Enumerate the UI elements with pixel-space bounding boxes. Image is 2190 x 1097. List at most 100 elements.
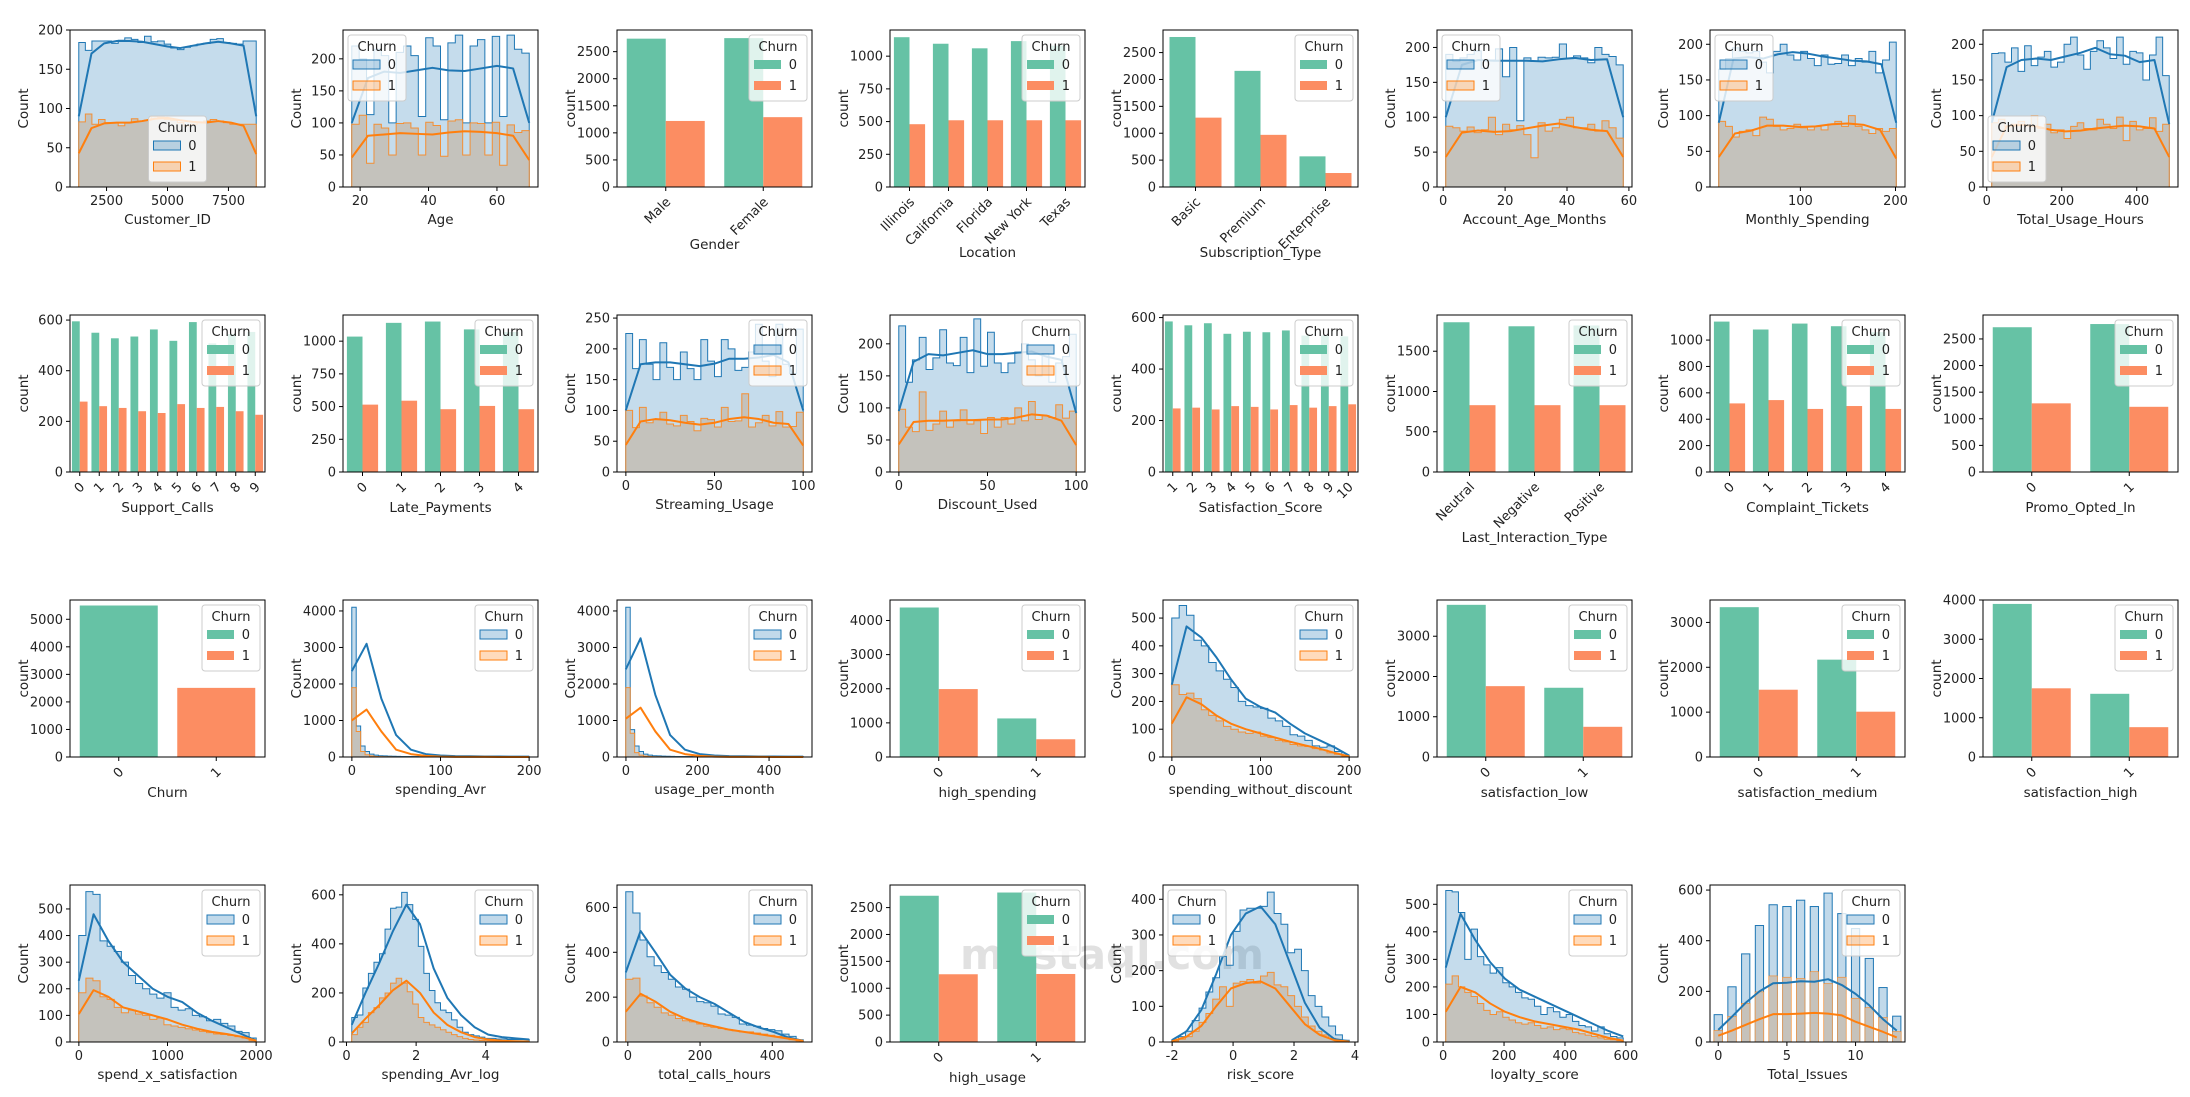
legend-swatch-0: [479, 629, 508, 640]
bar: [79, 605, 158, 757]
legend-swatch-0: [1299, 629, 1328, 640]
x-tick-label: 1000: [151, 1049, 184, 1064]
x-tick-label: 7: [208, 480, 224, 496]
bar: [346, 336, 363, 472]
legend-label-1: 1: [2028, 160, 2036, 175]
y-tick-label: 250: [585, 312, 610, 327]
kde-line-1: [897, 413, 1078, 446]
x-tick-label: 1: [1848, 765, 1864, 781]
y-tick-label: 0: [328, 466, 336, 481]
legend-label-1: 1: [242, 934, 250, 949]
kde-line-0: [1170, 625, 1350, 757]
x-tick-label: 2: [1184, 480, 1200, 496]
bar: [1534, 405, 1561, 472]
x-tick-label: 1: [2121, 765, 2137, 781]
x-tick-label: 0: [1229, 1049, 1237, 1064]
legend-label-1: 1: [789, 649, 797, 664]
kde-line-1: [1717, 1011, 1898, 1039]
hist-overlap: [351, 978, 530, 1042]
axes-frame: [69, 884, 266, 1043]
x-axis-label: Last_Interaction_Type: [1462, 530, 1608, 546]
y-axis-label: Count: [836, 373, 852, 413]
y-axis-label: count: [563, 89, 579, 127]
y-tick-label: 500: [1405, 425, 1430, 440]
legend-title: Churn: [1305, 40, 1344, 55]
subplot-subscription-type: Basic Premium Enterprise050010001500200025…: [1109, 29, 1359, 261]
bar: [899, 607, 939, 757]
y-tick-label: 100: [1951, 109, 1976, 124]
subplot-spending-avr-log: 0 2 4 0 200 400 600 spending_Avr_log Count Churn 0…: [289, 884, 539, 1083]
y-tick-label: 0: [1695, 751, 1703, 766]
axes-frame: [1709, 599, 1906, 758]
y-tick-label: 0: [1968, 751, 1976, 766]
kde-line-1: [625, 706, 804, 758]
legend-swatch-0: [1847, 630, 1874, 639]
bar: [938, 974, 978, 1042]
legend-swatch-0: [206, 914, 235, 925]
x-axis-label: Gender: [690, 237, 740, 253]
hist-overlap: [625, 393, 804, 472]
legend-label-1: 1: [242, 649, 250, 664]
legend-title: Churn: [212, 895, 251, 910]
legend-swatch-1: [480, 366, 507, 375]
x-tick-label: 200: [1337, 764, 1362, 779]
legend-swatch-0: [2120, 630, 2147, 639]
legend-label-0: 0: [1882, 913, 1890, 928]
bar: [2129, 406, 2169, 472]
hist-overlap: [78, 978, 257, 1042]
subplot-spending-without-discount: 0 100 200 0 100 200 300 400 500 spending_without_…: [1109, 599, 1362, 798]
x-tick-label: 0: [75, 1049, 83, 1064]
legend: Churn 0 1: [201, 319, 261, 387]
x-tick-label: 400: [760, 1049, 785, 1064]
legend-swatch-0: [1574, 630, 1601, 639]
bar: [1262, 332, 1271, 472]
y-tick-label: 200: [1678, 439, 1703, 454]
bar: [118, 407, 127, 472]
bar: [208, 343, 217, 472]
x-tick-label: 2: [111, 480, 127, 496]
subplot-complaint-tickets: 0 1 2 3 4 0 200 400 600 800 1000 Complaint_Tickets c…: [1656, 314, 1906, 516]
kde-line-1: [1171, 980, 1350, 1043]
bar: [1270, 409, 1279, 472]
y-tick-label: 0: [875, 1036, 883, 1051]
legend-swatch-1: [1992, 161, 2021, 172]
legend-title: Churn: [1178, 895, 1217, 910]
bar: [899, 895, 939, 1042]
legend-label-1: 1: [1882, 934, 1890, 949]
kde-line-0: [77, 913, 257, 1042]
legend-swatch-0: [207, 345, 234, 354]
legend: Churn 0 1: [1021, 604, 1081, 672]
legend-box: [474, 604, 534, 672]
x-tick-label: 3: [1839, 480, 1855, 496]
axes-frame: [1436, 29, 1633, 188]
legend-swatch-1: [1172, 935, 1201, 946]
legend-label-0: 0: [789, 913, 797, 928]
legend: Churn 0 1: [2114, 319, 2174, 387]
subplot-risk-score: -2 0 2 4 0 100 200 300 400 risk_score Count Churn 0 1: [1109, 884, 1359, 1083]
legend-label-1: 1: [1335, 364, 1343, 379]
y-tick-label: 0: [55, 751, 63, 766]
y-tick-label: 200: [1405, 41, 1430, 56]
hist-overlap: [1837, 977, 1846, 1042]
legend-label-0: 0: [1335, 628, 1343, 643]
x-tick-label: 40: [1559, 194, 1576, 209]
y-tick-label: 2000: [577, 72, 610, 87]
y-tick-label: 0: [875, 751, 883, 766]
x-tick-label: 7: [1282, 480, 1298, 496]
bar: [227, 333, 236, 472]
bar: [177, 687, 256, 757]
x-tick-label: 7500: [212, 194, 245, 209]
y-tick-label: 1000: [30, 723, 63, 738]
legend-label-0: 0: [1335, 343, 1343, 358]
y-tick-label: 3000: [1943, 633, 1976, 648]
x-tick-label: Premium: [1217, 195, 1269, 247]
y-tick-label: 200: [858, 337, 883, 352]
bar: [1325, 173, 1352, 187]
x-tick-label: 6: [189, 480, 205, 496]
x-tick-label: 6: [1262, 480, 1278, 496]
bar: [1211, 409, 1220, 472]
legend-label-0: 0: [1482, 58, 1490, 73]
legend-box: [748, 319, 808, 387]
x-tick-label: 0: [1168, 764, 1176, 779]
